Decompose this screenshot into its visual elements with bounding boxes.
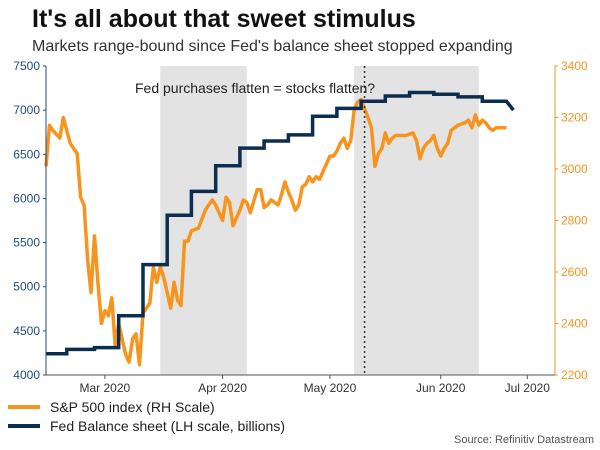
shaded-regions [160,66,479,375]
sp500-line [44,97,507,367]
left-tick-label-7: 7500 [13,59,40,73]
left-tick-label-2: 5000 [13,280,40,294]
right-tick-label-0: 2200 [561,368,588,382]
left-y-axis-ticks: 4000 4500 5000 5500 6000 6500 7000 7500 [13,59,46,382]
chart-annotation: Fed purchases flatten = stocks flatten? [135,80,375,96]
left-tick-label-6: 7000 [13,103,40,117]
x-tick-label-1: Apr 2020 [198,381,247,395]
x-axis-ticks: Mar 2020 Apr 2020 May 2020 Jun 2020 Jul 2020 [80,375,551,395]
fed-balance-sheet-line [46,90,515,356]
series-lines [44,90,515,367]
chart-subtitle: Markets range-bound since Fed's balance … [32,38,513,55]
source-note: Source: Refinitiv Datastream [454,434,594,446]
x-tick-label-0: Mar 2020 [80,381,131,395]
left-tick-label-0: 4000 [13,368,40,382]
legend-swatch-sp500 [8,405,40,409]
right-tick-label-4: 3000 [561,162,588,176]
right-tick-label-5: 3200 [561,111,588,125]
left-tick-label-3: 5500 [13,236,40,250]
legend-label-fed: Fed Balance sheet (LH scale, billions) [50,418,286,434]
x-tick-label-3: Jun 2020 [416,381,466,395]
x-tick-label-2: May 2020 [304,381,357,395]
legend-swatch-fed [8,424,40,428]
legend-label-sp500: S&P 500 index (RH Scale) [50,399,215,415]
left-tick-label-4: 6000 [13,191,40,205]
right-tick-label-6: 3400 [561,59,588,73]
right-tick-label-3: 2800 [561,214,588,228]
left-tick-label-1: 4500 [13,324,40,338]
legend-item-fed: Fed Balance sheet (LH scale, billions) [8,418,285,434]
chart-title: It's all about that sweet stimulus [32,5,416,33]
shaded-range-1 [354,66,479,375]
right-tick-label-1: 2400 [561,317,588,331]
right-y-axis-ticks: 2200 2400 2600 2800 3000 3200 3400 [555,59,588,382]
right-tick-label-2: 2600 [561,265,588,279]
legend-item-sp500: S&P 500 index (RH Scale) [8,399,215,415]
x-tick-label-4: Jul 2020 [505,381,551,395]
left-tick-label-5: 6500 [13,147,40,161]
